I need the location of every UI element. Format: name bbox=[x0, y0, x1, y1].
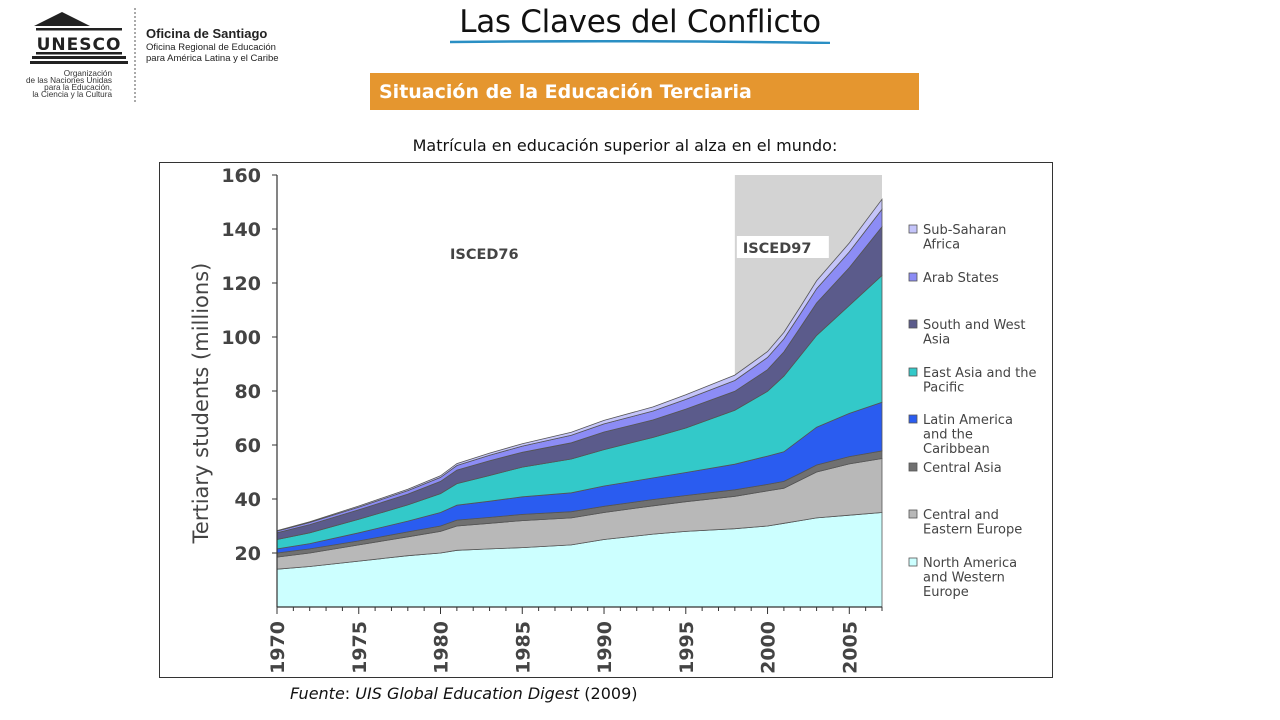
source-prefix: Fuente bbox=[290, 684, 345, 703]
y-tick-label-140: 140 bbox=[221, 219, 261, 241]
legend-label-8-2: and Western bbox=[923, 571, 1005, 586]
legend-label-1-1: Sub-Saharan bbox=[923, 223, 1006, 238]
unesco-caption-3: para la Educación, bbox=[44, 83, 112, 92]
unesco-logo: UNESCO Organización de las Naciones Unid… bbox=[26, 8, 279, 102]
x-tick-label-2000: 2000 bbox=[758, 621, 780, 674]
unesco-word: UNESCO bbox=[37, 35, 122, 55]
y-tick-label-60: 60 bbox=[235, 435, 261, 457]
page-title: Las Claves del Conflicto bbox=[459, 4, 821, 40]
org-name: Oficina de Santiago bbox=[146, 26, 267, 41]
enrollment-area-chart: 20 40 60 80 100 120 140 160 Tertiary students (m… bbox=[189, 165, 1036, 674]
y-axis-label: Tertiary students (millions) bbox=[189, 263, 213, 545]
legend-swatch-2 bbox=[908, 272, 918, 282]
legend-swatch-5 bbox=[908, 414, 918, 424]
legend-label-5-1: Latin America bbox=[923, 413, 1013, 428]
source-publication: UIS Global Education Digest bbox=[355, 684, 580, 703]
annotation-isced76: ISCED76 bbox=[450, 247, 519, 263]
legend-label-3-2: Asia bbox=[923, 333, 950, 348]
y-tick-label-120: 120 bbox=[221, 273, 261, 295]
unesco-caption-4: la Ciencia y la Cultura bbox=[32, 90, 112, 99]
annotation-isced97: ISCED97 bbox=[743, 241, 812, 257]
source-note: Fuente: UIS Global Education Digest (200… bbox=[290, 684, 638, 703]
org-subtitle-2: para América Latina y el Caribe bbox=[146, 53, 279, 64]
title-block: Las Claves del Conflicto bbox=[440, 0, 840, 50]
x-tick-label-1980: 1980 bbox=[431, 621, 453, 674]
legend-swatch-3 bbox=[908, 319, 918, 329]
x-tick-label-1975: 1975 bbox=[349, 621, 371, 674]
legend-label-3-1: South and West bbox=[923, 318, 1025, 333]
legend-swatch-4 bbox=[908, 367, 918, 377]
y-tick-label-20: 20 bbox=[235, 543, 261, 565]
legend-label-1-2: Africa bbox=[923, 238, 960, 253]
legend-label-7-1: Central and bbox=[923, 508, 999, 523]
x-tick-label-1985: 1985 bbox=[512, 621, 534, 674]
source-colon: : bbox=[344, 684, 356, 703]
y-tick-label-80: 80 bbox=[235, 381, 261, 403]
legend-label-2-1: Arab States bbox=[923, 271, 999, 286]
legend-label-6-1: Central Asia bbox=[923, 461, 1002, 476]
chart-intro-text: Matrícula en educación superior al alza … bbox=[412, 136, 838, 155]
unesco-caption-2: de las Naciones Unidas bbox=[26, 76, 112, 85]
legend-label-4-2: Pacific bbox=[923, 381, 964, 396]
org-subtitle-1: Oficina Regional de Educación bbox=[146, 42, 276, 53]
legend-label-4-1: East Asia and the bbox=[923, 366, 1036, 381]
annotation-isced97-box bbox=[736, 236, 829, 258]
y-tick-label-100: 100 bbox=[221, 327, 261, 349]
title-underline bbox=[450, 40, 830, 44]
x-tick-label-1995: 1995 bbox=[676, 621, 698, 674]
chart-frame: 20 40 60 80 100 120 140 160 Tertiary students (m… bbox=[159, 162, 1053, 678]
x-tick-label-2005: 2005 bbox=[839, 621, 861, 674]
section-banner: Situación de la Educación Terciaria bbox=[370, 73, 919, 110]
legend-swatch-1 bbox=[908, 224, 918, 234]
source-year: (2009) bbox=[579, 684, 638, 703]
legend-swatch-6 bbox=[908, 462, 918, 472]
legend-swatch-7 bbox=[908, 509, 918, 519]
unesco-caption-1: Organización bbox=[64, 69, 113, 78]
y-tick-label-160: 160 bbox=[221, 165, 261, 187]
legend-label-7-2: Eastern Europe bbox=[923, 523, 1022, 538]
unesco-temple-icon: UNESCO bbox=[30, 12, 128, 64]
x-tick-label-1990: 1990 bbox=[594, 621, 616, 674]
x-tick-label-1970: 1970 bbox=[267, 621, 289, 674]
legend-label-8-1: North America bbox=[923, 556, 1017, 571]
area-series-8 bbox=[276, 198, 883, 532]
legend-label-5-2: and the bbox=[923, 428, 973, 443]
legend-swatch-8 bbox=[908, 557, 918, 567]
y-tick-label-40: 40 bbox=[235, 489, 261, 511]
legend-label-8-3: Europe bbox=[923, 585, 969, 600]
legend-label-5-3: Caribbean bbox=[923, 442, 990, 457]
